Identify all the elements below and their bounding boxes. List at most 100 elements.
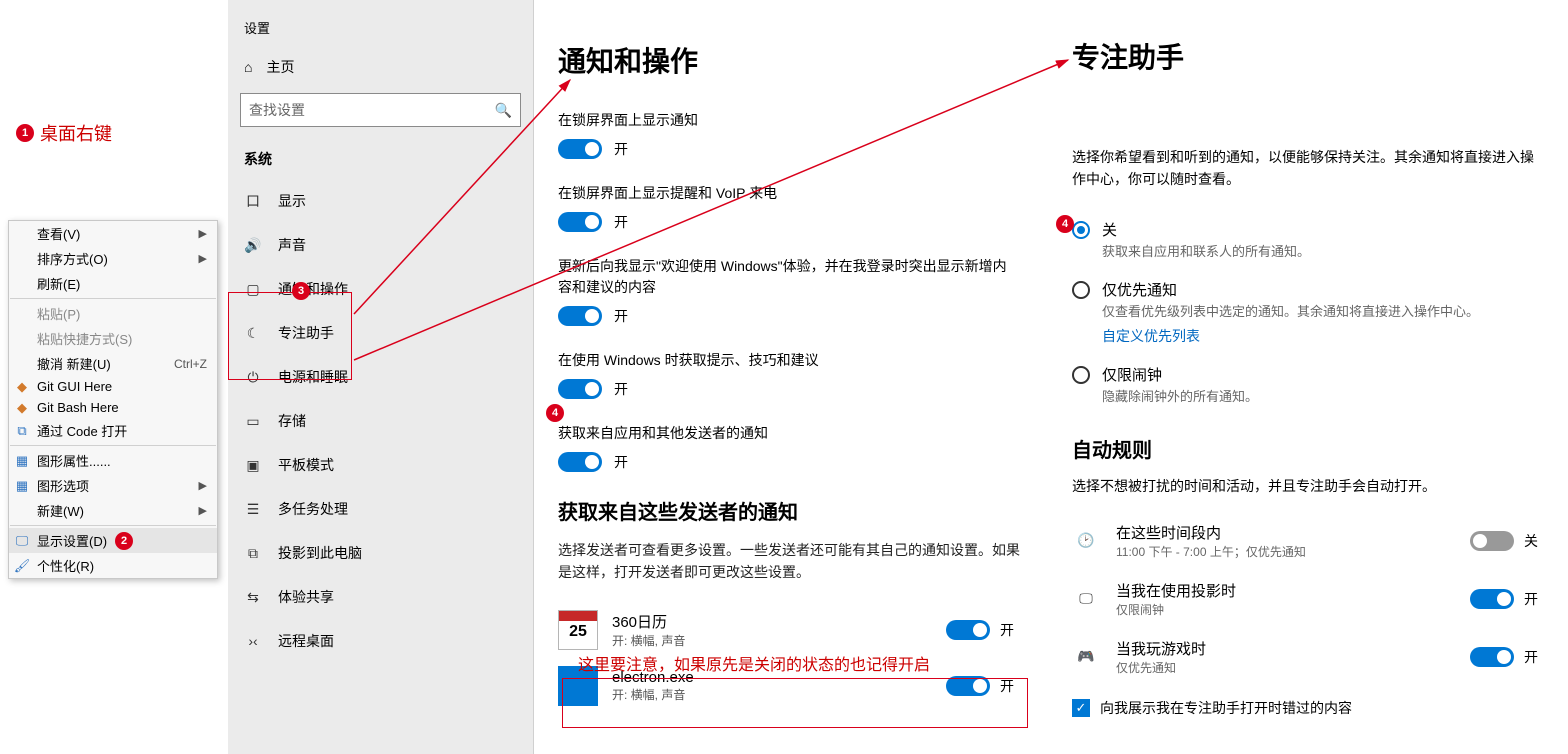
toggle-switch[interactable] xyxy=(946,620,990,640)
menu-item[interactable]: ⧉通过 Code 打开 xyxy=(9,418,217,443)
menu-item-label: 粘贴快捷方式(S) xyxy=(37,329,132,348)
nav-item[interactable]: 口显示 xyxy=(228,179,533,223)
menu-item[interactable]: ◆Git Bash Here xyxy=(9,397,217,418)
menu-item[interactable]: 撤消 新建(U)Ctrl+Z xyxy=(9,351,217,376)
senders-title: 获取来自这些发送者的通知 xyxy=(558,496,1020,525)
menu-item-label: 粘贴(P) xyxy=(37,304,80,323)
focus-title: 专注助手 xyxy=(1072,36,1538,76)
toggle-state: 开 xyxy=(614,379,628,399)
toggle-switch[interactable] xyxy=(558,212,602,232)
toggle-state: 开 xyxy=(614,139,628,159)
toggle-switch[interactable] xyxy=(558,379,602,399)
focus-radio-option[interactable]: 关获取来自应用和联系人的所有通知。 xyxy=(1072,219,1538,262)
nav-icon: ▭ xyxy=(244,413,262,430)
context-menu[interactable]: 查看(V)▶排序方式(O)▶ 刷新(E) 粘贴(P) 粘贴快捷方式(S) 撤消 新建(U… xyxy=(8,220,218,579)
auto-rule[interactable]: 🎮当我玩游戏时仅优先通知开 xyxy=(1072,628,1538,686)
nav-icon: ›‹ xyxy=(244,633,262,649)
auto-rule[interactable]: 🕑在这些时间段内11:00 下午 - 7:00 上午；仅优先通知关 xyxy=(1072,512,1538,570)
toggle-switch[interactable] xyxy=(558,306,602,326)
menu-item[interactable]: 🖵 显示设置(D) 2 xyxy=(9,528,217,553)
radio-button[interactable] xyxy=(1072,281,1090,299)
toggle-switch[interactable] xyxy=(1470,647,1514,667)
radio-title: 仅优先通知 xyxy=(1102,279,1479,300)
focus-checkbox-label: 向我展示我在专注助手打开时错过的内容 xyxy=(1100,698,1352,718)
focus-intro: 选择你希望看到和听到的通知，以便能够保持关注。其余通知将直接进入操作中心，你可以… xyxy=(1072,146,1538,191)
toggle-state: 开 xyxy=(1524,647,1538,667)
page-title: 通知和操作 xyxy=(558,40,1020,80)
menu-item-label: Git GUI Here xyxy=(37,379,112,394)
menu-item[interactable]: 新建(W)▶ xyxy=(9,498,217,523)
annotation-2: 2 xyxy=(115,532,133,550)
menu-item-label: 显示设置(D) xyxy=(37,531,107,550)
menu-item[interactable]: ◆Git GUI Here xyxy=(9,376,217,397)
focus-radio-option[interactable]: 仅限闹钟隐藏除闹钟外的所有通知。 xyxy=(1072,364,1538,407)
nav-item[interactable]: ☾专注助手 xyxy=(228,311,533,355)
menu-shortcut: Ctrl+Z xyxy=(174,357,207,371)
rule-sub: 11:00 下午 - 7:00 上午；仅优先通知 xyxy=(1116,543,1454,560)
display-icon: 🖵 xyxy=(14,533,30,549)
nav-item[interactable]: ⇆ 体验共享 xyxy=(228,575,533,619)
nav-item[interactable]: ▣平板模式 xyxy=(228,443,533,487)
nav-item-label: 体验共享 xyxy=(278,587,334,607)
nav-item[interactable]: ⏻电源和睡眠 xyxy=(228,355,533,399)
focus-checkbox-row[interactable]: ✓ 向我展示我在专注助手打开时错过的内容 xyxy=(1072,698,1538,718)
menu-item[interactable]: 🖌个性化(R) xyxy=(9,553,217,578)
sender-row[interactable]: 25360日历开: 横幅, 声音开 xyxy=(558,602,1020,658)
nav-icon: ⇆ xyxy=(244,589,262,606)
radio-sub: 隐藏除闹钟外的所有通知。 xyxy=(1102,387,1258,407)
menu-item[interactable]: 查看(V)▶ xyxy=(9,221,217,246)
nav-item-label: 存储 xyxy=(278,411,306,431)
toggle-state: 开 xyxy=(614,306,628,326)
nav-item-label: 远程桌面 xyxy=(278,631,334,651)
settings-content: 通知和操作 在锁屏界面上显示通知开在锁屏界面上显示提醒和 VoIP 来电开更新后… xyxy=(534,0,1040,754)
menu-item-label: 刷新(E) xyxy=(37,274,80,293)
option-label: 在使用 Windows 时获取提示、技巧和建议 xyxy=(558,350,1020,371)
auto-rule[interactable]: 🖵当我在使用投影时仅限闹钟开 xyxy=(1072,570,1538,628)
toggle-switch[interactable] xyxy=(558,452,602,472)
toggle-switch[interactable] xyxy=(558,139,602,159)
menu-item[interactable]: ▦图形属性...... xyxy=(9,448,217,473)
annotation-4a: 4 xyxy=(546,404,564,422)
nav-item-label: 投影到此电脑 xyxy=(278,543,362,563)
chevron-right-icon: ▶ xyxy=(199,504,207,517)
checkbox-icon: ✓ xyxy=(1072,699,1090,717)
nav-item[interactable]: 🔊声音 xyxy=(228,223,533,267)
nav-icon: ▣ xyxy=(244,457,262,474)
search-input[interactable]: 查找设置 🔍 xyxy=(240,93,521,127)
nav-icon: ⏻ xyxy=(244,369,262,386)
customize-link[interactable]: 自定义优先列表 xyxy=(1102,326,1479,346)
menu-item[interactable]: 排序方式(O)▶ xyxy=(9,246,217,271)
nav-item-label: 显示 xyxy=(278,191,306,211)
menu-item[interactable]: 刷新(E) xyxy=(9,271,217,296)
sender-icon: 25 xyxy=(558,610,598,650)
nav-item[interactable]: ▢通知和操作 xyxy=(228,267,533,311)
focus-assist-panel: 专注助手 选择你希望看到和听到的通知，以便能够保持关注。其余通知将直接进入操作中… xyxy=(1072,36,1538,744)
radio-button[interactable] xyxy=(1072,366,1090,384)
toggle-switch[interactable] xyxy=(1470,589,1514,609)
nav-home[interactable]: ⌂ 主页 xyxy=(228,49,533,93)
radio-button[interactable] xyxy=(1072,221,1090,239)
toggle-state: 关 xyxy=(1524,531,1538,551)
nav-item[interactable]: ⧉投影到此电脑 xyxy=(228,531,533,575)
rule-sub: 仅限闹钟 xyxy=(1116,601,1454,618)
option-label: 获取来自应用和其他发送者的通知 xyxy=(558,423,1020,444)
menu-item-label: 通过 Code 打开 xyxy=(37,421,127,440)
nav-item[interactable]: ☰多任务处理 xyxy=(228,487,533,531)
focus-radio-option[interactable]: 仅优先通知仅查看优先级列表中选定的通知。其余通知将直接进入操作中心。自定义优先列… xyxy=(1072,279,1538,346)
radio-sub: 仅查看优先级列表中选定的通知。其余通知将直接进入操作中心。 xyxy=(1102,302,1479,322)
nav-item[interactable]: ›‹ 远程桌面 xyxy=(228,619,533,663)
clock-icon: 🕑 xyxy=(1072,527,1100,555)
annotation-3: 3 xyxy=(292,282,310,300)
intel-icon: ▦ xyxy=(14,478,30,494)
menu-separator xyxy=(10,445,216,446)
nav-icon: ▢ xyxy=(244,281,262,298)
nav-item[interactable]: ▭ 存储 xyxy=(228,399,533,443)
toggle-switch[interactable] xyxy=(1470,531,1514,551)
chevron-right-icon: ▶ xyxy=(199,252,207,265)
menu-item-label: Git Bash Here xyxy=(37,400,119,415)
sender-sub: 开: 横幅, 声音 xyxy=(612,632,932,649)
menu-item[interactable]: ▦图形选项▶ xyxy=(9,473,217,498)
toggle-state: 开 xyxy=(1000,676,1014,696)
toggle-switch[interactable] xyxy=(946,676,990,696)
nav-item-label: 声音 xyxy=(278,235,306,255)
